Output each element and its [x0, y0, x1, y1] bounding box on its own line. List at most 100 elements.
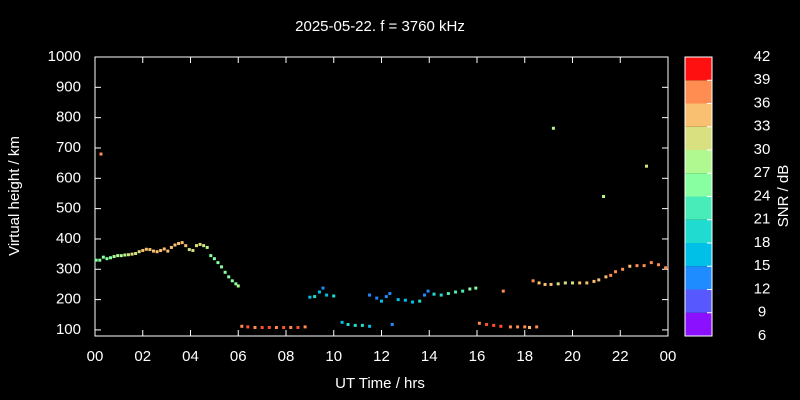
point [645, 164, 649, 168]
point [492, 323, 496, 327]
point [289, 326, 293, 330]
colorbar-tick-label: 18 [754, 234, 771, 251]
point [94, 258, 98, 262]
point [144, 247, 148, 251]
point [180, 241, 184, 245]
point [592, 279, 596, 283]
point [642, 264, 646, 268]
point [162, 247, 166, 251]
point [340, 320, 344, 324]
point [597, 278, 601, 282]
point [296, 326, 300, 330]
point [388, 292, 392, 296]
plot-frame [94, 56, 669, 337]
y-tick-label: 500 [56, 200, 81, 217]
point [216, 261, 220, 265]
point [439, 293, 443, 297]
y-axis-label: Virtual height / km [6, 136, 23, 256]
point [585, 281, 589, 285]
point [468, 287, 472, 291]
point [346, 322, 350, 326]
point [516, 325, 520, 329]
point [353, 323, 357, 327]
x-tick-label: 18 [516, 348, 533, 365]
point [112, 255, 116, 259]
colorbar-label: SNR / dB [775, 165, 792, 228]
point [332, 294, 336, 298]
point [418, 299, 422, 303]
x-tick-label: 00 [660, 348, 677, 365]
point [501, 289, 505, 293]
point [267, 326, 271, 330]
colorbar-tick-label: 42 [754, 48, 771, 65]
point [274, 326, 278, 330]
point [325, 293, 329, 297]
colorbar-tick-label: 27 [754, 164, 771, 181]
colorbar-tick-label: 9 [758, 304, 766, 321]
point [628, 264, 632, 268]
point [99, 152, 103, 156]
point [321, 286, 325, 290]
point [621, 267, 625, 271]
colorbar-tick-label: 24 [754, 187, 771, 204]
x-tick-label: 12 [373, 348, 390, 365]
point [531, 279, 535, 283]
colorbar-segment [685, 126, 712, 150]
x-tick-label: 14 [421, 348, 438, 365]
colorbar-segment [685, 173, 712, 197]
point [461, 289, 465, 293]
point [528, 326, 532, 330]
y-tick-label: 100 [56, 321, 81, 338]
point [549, 282, 553, 286]
point [390, 322, 394, 326]
point [159, 248, 163, 252]
point [230, 279, 234, 283]
x-tick-label: 00 [87, 348, 104, 365]
point [535, 325, 539, 329]
point [432, 292, 436, 296]
x-tick-label: 10 [325, 348, 342, 365]
point [664, 266, 668, 270]
colorbar-segment [685, 196, 712, 220]
point [209, 254, 213, 258]
point [384, 295, 388, 299]
point [109, 256, 113, 260]
y-tick-label: 200 [56, 291, 81, 308]
colorbar-segment [685, 219, 712, 243]
point [380, 299, 383, 303]
point [635, 264, 639, 268]
y-tick-label: 900 [56, 78, 81, 95]
point [523, 325, 527, 329]
colorbar-tick-label: 30 [754, 141, 771, 158]
chart-title: 2025-05-22. f = 3760 kHz [295, 18, 465, 35]
point [411, 300, 415, 304]
point [202, 244, 206, 248]
point [551, 126, 555, 130]
point [656, 263, 660, 267]
point [454, 290, 458, 294]
point [282, 326, 286, 330]
y-tick-label: 800 [56, 109, 81, 126]
x-axis-label: UT Time / hrs [335, 375, 425, 392]
point [236, 284, 240, 288]
point [403, 298, 407, 302]
point [368, 293, 372, 297]
point [499, 324, 503, 328]
x-tick-label: 04 [182, 348, 199, 365]
x-tick-label: 16 [469, 348, 486, 365]
colorbar-tick-label: 33 [754, 118, 771, 135]
point [246, 325, 250, 329]
point [543, 282, 547, 286]
y-tick-label: 1000 [48, 48, 81, 65]
colorbar-segment [685, 150, 712, 174]
colorbar-tick-label: 21 [754, 211, 771, 228]
point [477, 321, 481, 325]
point [227, 275, 231, 279]
point [578, 281, 582, 285]
point [253, 326, 257, 330]
point [240, 324, 244, 328]
point [649, 261, 653, 265]
y-tick-label: 600 [56, 169, 81, 186]
point [220, 265, 224, 269]
point [123, 253, 127, 257]
